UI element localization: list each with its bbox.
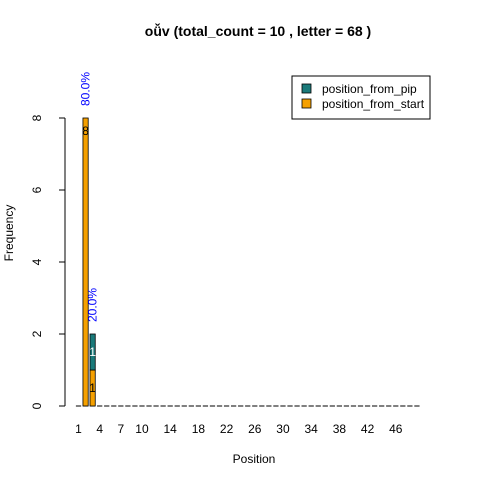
- legend-box: [291, 75, 431, 120]
- x-tick-label: 14: [163, 422, 177, 436]
- x-tick-label: 30: [276, 422, 290, 436]
- x-tick-label: 22: [220, 422, 234, 436]
- legend-label: position_from_start: [322, 97, 425, 111]
- x-tick-label: 10: [135, 422, 149, 436]
- x-tick-label: 7: [117, 422, 124, 436]
- x-axis-label: Position: [233, 452, 276, 466]
- x-tick-label: 38: [333, 422, 347, 436]
- x-tick-label: 46: [389, 422, 403, 436]
- segment-count-label: 1: [89, 345, 96, 359]
- legend-label: position_from_pip: [322, 82, 417, 96]
- percent-label: 20.0%: [86, 288, 100, 322]
- legend-swatch: [301, 98, 312, 109]
- y-tick-label: 2: [30, 330, 44, 337]
- chart-title: oǚv (total_count = 10 , letter = 68 ): [145, 23, 371, 39]
- bar-segment-position_from_start: [82, 117, 89, 407]
- x-tick-label: 26: [248, 422, 262, 436]
- percent-label: 80.0%: [79, 72, 93, 106]
- x-tick-label: 34: [304, 422, 318, 436]
- y-tick-label: 8: [30, 114, 44, 121]
- bar-segment-position_from_pip: [89, 333, 96, 371]
- legend-swatch: [301, 83, 312, 94]
- y-tick-label: 6: [30, 186, 44, 193]
- x-tick-label: 18: [192, 422, 206, 436]
- segment-count-label: 1: [89, 381, 96, 395]
- y-tick-label: 4: [30, 258, 44, 265]
- y-axis-label: Frequency: [2, 205, 16, 262]
- y-tick-label: 0: [30, 402, 44, 409]
- x-tick-label: 4: [96, 422, 103, 436]
- x-tick-label: 42: [361, 422, 375, 436]
- segment-count-label: 8: [82, 124, 89, 138]
- x-tick-label: 1: [75, 422, 82, 436]
